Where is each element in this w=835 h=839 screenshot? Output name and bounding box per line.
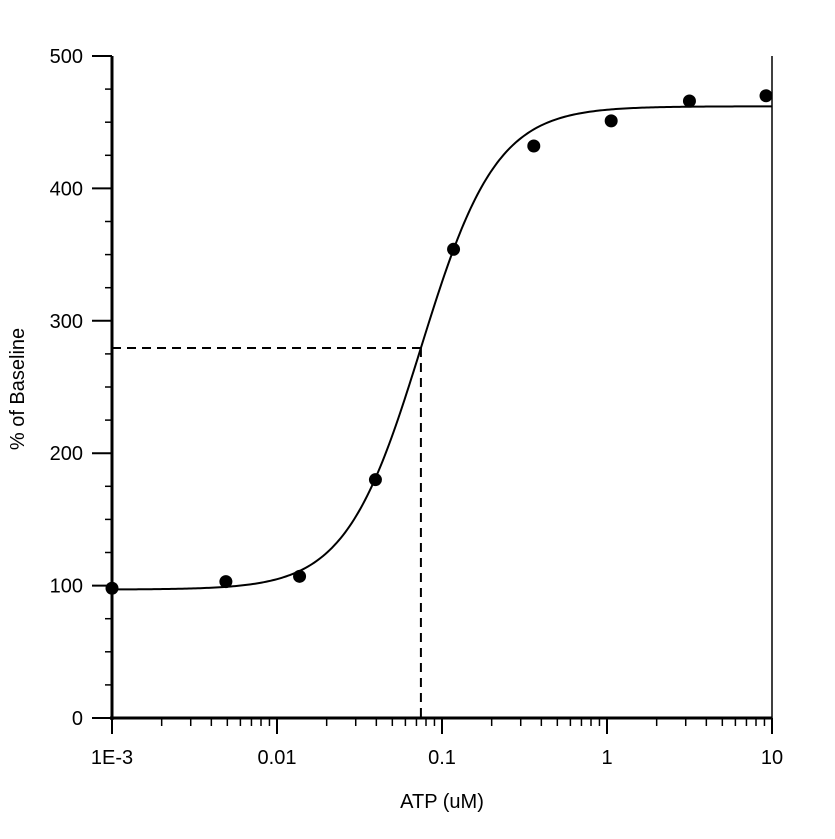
axes <box>110 56 773 720</box>
x-axis-ticks: 1E-3 0.01 0.1 1 10 <box>91 718 783 769</box>
x-tick-label: 0.01 <box>258 747 297 769</box>
y-axis-title: % of Baseline <box>7 328 29 450</box>
data-point <box>447 242 461 256</box>
data-point <box>527 139 541 153</box>
x-axis-title: ATP (uM) <box>400 791 484 813</box>
x-tick-label: 0.1 <box>428 747 456 769</box>
data-point <box>604 114 618 128</box>
plot-area <box>105 89 773 718</box>
y-tick-label: 200 <box>50 443 83 465</box>
y-tick-label: 400 <box>50 178 83 200</box>
data-point <box>759 89 773 103</box>
x-tick-label: 10 <box>761 747 783 769</box>
fit-curve <box>111 105 772 591</box>
data-point <box>293 569 307 583</box>
x-tick-label: 1 <box>601 747 612 769</box>
y-tick-label: 0 <box>72 708 83 730</box>
data-point <box>368 473 382 487</box>
x-tick-label: 1E-3 <box>91 747 133 769</box>
y-tick-label: 300 <box>50 311 83 333</box>
y-tick-label: 500 <box>50 46 83 68</box>
data-point <box>682 94 696 108</box>
y-axis-ticks: 0 100 200 300 400 500 <box>50 46 112 730</box>
y-tick-label: 100 <box>50 576 83 598</box>
data-point <box>219 575 233 589</box>
